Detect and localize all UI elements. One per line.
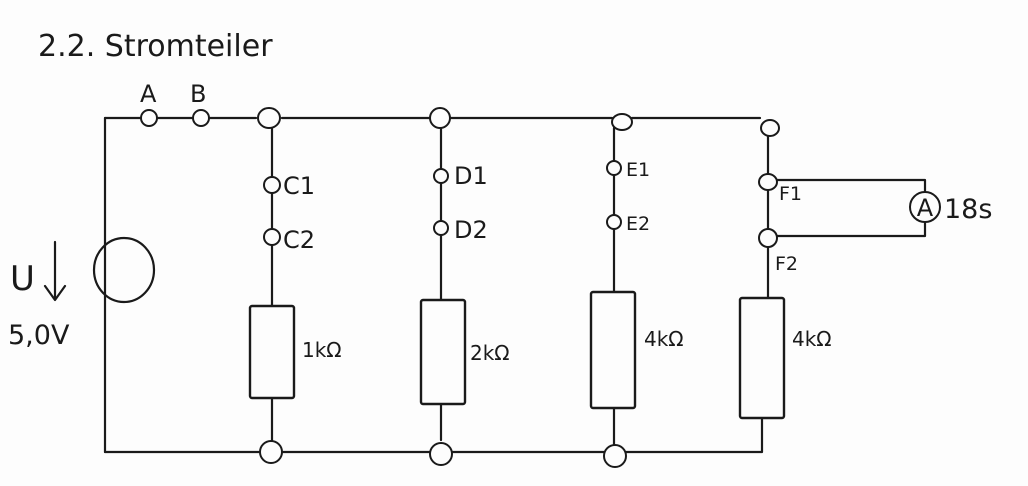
terminal-top-4: [760, 119, 780, 137]
node-label-c1: C1: [283, 172, 315, 200]
resistor-4: [738, 296, 786, 420]
node-label-e1: E1: [626, 159, 650, 181]
source-voltage-label: 5,0V: [8, 320, 70, 351]
resistor-3-label: 4kΩ: [644, 327, 684, 351]
node-label-d1: D1: [454, 162, 488, 190]
terminal-c2: [263, 228, 281, 246]
terminal-top-3: [611, 113, 633, 131]
terminal-top-2: [429, 107, 451, 129]
source-symbol-label: U: [10, 259, 35, 299]
diagram-title: 2.2. Stromteiler: [38, 29, 273, 64]
terminal-c1: [263, 176, 281, 194]
terminal-bottom-3: [603, 444, 627, 468]
terminal-bottom-1: [259, 440, 283, 464]
terminal-top-1: [257, 107, 281, 129]
resistor-1-label: 1kΩ: [302, 338, 342, 362]
voltage-source-symbol: [92, 236, 156, 304]
resistor-3: [589, 290, 637, 410]
resistor-2: [419, 298, 467, 406]
ammeter-wire: [775, 178, 927, 238]
voltage-arrow-icon: [43, 240, 67, 302]
ammeter-reading: 18s: [944, 194, 992, 225]
node-label-a: A: [140, 80, 157, 108]
node-label-f2: F2: [775, 253, 798, 275]
terminal-bottom-2: [429, 442, 453, 466]
terminal-e1: [606, 160, 622, 176]
ammeter-symbol: [909, 191, 941, 223]
terminal-d1: [433, 168, 449, 184]
node-label-b: B: [190, 80, 206, 108]
node-label-d2: D2: [454, 216, 488, 244]
resistor-4-label: 4kΩ: [792, 327, 832, 351]
terminal-f2: [758, 228, 778, 248]
resistor-1: [248, 304, 296, 400]
node-label-c2: C2: [283, 226, 315, 254]
terminal-a: [140, 109, 158, 127]
terminal-f1: [758, 173, 778, 191]
node-label-e2: E2: [626, 213, 650, 235]
resistor-2-label: 2kΩ: [470, 341, 510, 365]
bottom-rail-wire: [103, 416, 764, 454]
terminal-d2: [433, 220, 449, 236]
terminal-e2: [606, 214, 622, 230]
node-label-f1: F1: [779, 183, 802, 205]
ammeter-symbol-label: A: [917, 194, 934, 222]
terminal-b: [192, 109, 210, 127]
